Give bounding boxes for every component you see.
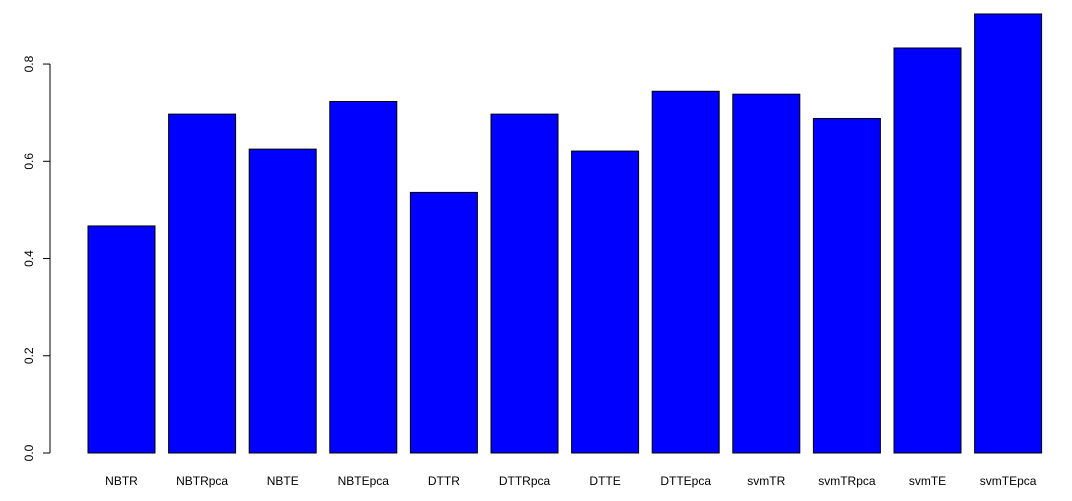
bar-svmTR <box>732 93 801 454</box>
y-axis: 0.0 0.2 0.4 0.6 0.8 <box>22 55 51 461</box>
x-tick-label: NBTE <box>267 474 299 488</box>
x-tick-label: DTTEpca <box>660 474 711 488</box>
bar-svmTRpca <box>812 118 881 454</box>
bar-NBTR <box>87 225 156 454</box>
bar-DTTRpca <box>490 113 559 454</box>
bar-DTTEpca <box>651 90 720 454</box>
bar-svmTE <box>893 47 962 454</box>
x-tick-label: DTTE <box>589 474 620 488</box>
x-tick-label: NBTR <box>105 474 138 488</box>
x-tick-labels: NBTR NBTRpca NBTE NBTEpca DTTR DTTRpca DTTE DTT… <box>105 474 1037 488</box>
x-tick-label: svmTRpca <box>818 474 876 488</box>
x-tick-label: svmTEpca <box>980 474 1037 488</box>
y-tick-label: 0.8 <box>22 55 36 72</box>
x-tick-label: svmTE <box>909 474 946 488</box>
bar-NBTEpca <box>329 100 398 454</box>
y-tick-label: 0.0 <box>22 444 36 461</box>
bars-group <box>87 13 1043 454</box>
y-tick-label: 0.4 <box>22 250 36 267</box>
bar-DTTE <box>571 150 640 454</box>
x-tick-label: NBTRpca <box>176 474 228 488</box>
x-tick-label: svmTR <box>747 474 785 488</box>
x-tick-label: DTTR <box>428 474 460 488</box>
bar-NBTE <box>248 148 317 454</box>
y-tick-label: 0.6 <box>22 153 36 170</box>
y-tick-label: 0.2 <box>22 347 36 364</box>
x-tick-label: NBTEpca <box>338 474 390 488</box>
bar-DTTR <box>409 191 478 454</box>
bar-NBTRpca <box>168 113 237 454</box>
x-tick-label: DTTRpca <box>499 474 551 488</box>
bar-svmTEpca <box>974 13 1043 454</box>
